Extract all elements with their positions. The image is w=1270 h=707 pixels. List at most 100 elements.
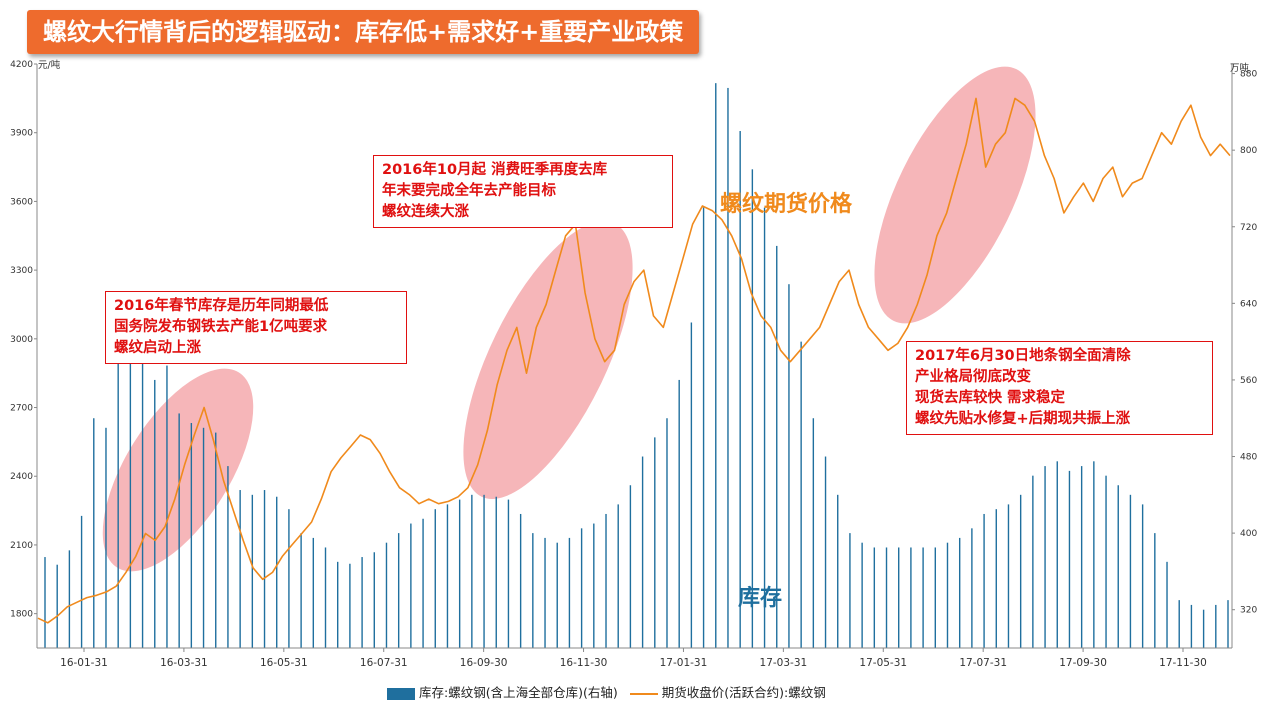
inventory-bar	[788, 284, 790, 648]
inventory-bar	[483, 494, 485, 648]
inventory-bar	[849, 533, 851, 648]
inventory-bar	[824, 456, 827, 648]
x-tick-label: 16-01-31	[60, 657, 108, 669]
y-left-tick-label: 3900	[10, 129, 33, 139]
x-tick-label: 16-03-31	[160, 657, 208, 669]
inventory-bar	[312, 537, 315, 648]
inventory-bar	[568, 537, 571, 648]
inventory-bar	[873, 547, 876, 648]
inventory-bar	[617, 504, 619, 648]
inventory-bar	[1166, 561, 1168, 648]
inventory-bar	[1215, 604, 1217, 648]
inventory-bar	[922, 547, 924, 648]
callout-3-line-1: 2017年6月30日地条钢全面清除	[915, 348, 1131, 364]
inventory-bar	[983, 513, 985, 648]
y-right-tick-label: 400	[1240, 529, 1257, 539]
inventory-bar	[702, 207, 705, 648]
inventory-bar	[532, 533, 534, 648]
x-tick-label: 16-09-30	[460, 657, 508, 669]
y-left-unit: 元/吨	[38, 59, 61, 71]
inventory-bar	[495, 496, 497, 648]
inventory-bar	[1080, 466, 1083, 648]
y-left-tick-label: 4200	[10, 60, 33, 70]
inventory-bar	[861, 542, 863, 648]
inventory-bar	[215, 432, 217, 648]
page-title: 螺纹大行情背后的逻辑驱动：库存低+需求好+重要产业政策	[27, 10, 700, 54]
inventory-bar	[507, 499, 510, 648]
inventory-bar	[971, 528, 973, 648]
legend-bar-swatch	[387, 687, 415, 700]
callout-2-line-3: 螺纹连续大涨	[382, 204, 469, 220]
inventory-bar	[251, 494, 254, 648]
x-tick-label: 17-01-31	[660, 657, 708, 669]
callout-2016-october: 2016年10月起 消费旺季再度去库 年末要完成全年去产能目标 螺纹连续大涨	[373, 155, 673, 228]
axes: 1800 2100 2400 2700 3000 3300 3600 3900 4200 元/吨 3…	[10, 59, 1257, 669]
inventory-bar	[934, 547, 936, 648]
inventory-bar	[385, 542, 388, 648]
callout-2017-june: 2017年6月30日地条钢全面清除 产业格局彻底改变 现货去库较快 需求稳定 螺…	[906, 341, 1213, 435]
callout-1-line-2: 国务院发布钢铁去产能1亿吨要求	[114, 319, 328, 335]
inventory-bar	[105, 427, 107, 648]
inventory-bar	[812, 418, 815, 648]
inventory-bar	[141, 351, 144, 648]
y-left-tick-label: 2100	[10, 541, 33, 551]
y-left-tick-label: 3000	[10, 335, 33, 345]
highlight-2016-october	[463, 221, 633, 499]
inventory-bar	[946, 542, 949, 648]
inventory-bar	[751, 169, 754, 649]
inventory-bar	[239, 490, 241, 648]
y-left-tick-label: 1800	[10, 610, 33, 620]
inventory-bar	[117, 303, 119, 648]
inventory-bar	[580, 528, 583, 648]
callout-2-line-2: 年末要完成全年去产能目标	[382, 183, 556, 199]
inventory-bar	[178, 413, 180, 648]
inventory-bar	[263, 490, 266, 648]
inventory-bar	[544, 537, 546, 648]
inventory-bar	[958, 537, 961, 648]
inventory-bar	[556, 542, 558, 648]
callout-3-line-3: 现货去库较快 需求稳定	[915, 390, 1066, 406]
inventory-bar	[458, 499, 461, 648]
inventory-bar	[1154, 533, 1156, 648]
inventory-series-label: 库存	[738, 586, 783, 611]
inventory-bar	[1105, 475, 1107, 648]
inventory-bar	[1056, 461, 1058, 648]
inventory-bar	[361, 557, 363, 648]
y-right-tick-label: 560	[1240, 376, 1257, 386]
legend-line-swatch	[629, 692, 658, 695]
inventory-bar	[166, 365, 168, 648]
callout-1-line-1: 2016年春节库存是历年同期最低	[114, 298, 329, 314]
inventory-bar	[1068, 470, 1071, 648]
inventory-bar	[373, 552, 375, 648]
inventory-bar	[1190, 604, 1193, 648]
y-right-tick-label: 480	[1240, 453, 1257, 463]
callout-3-line-4: 螺纹先贴水修复+后期现共振上涨	[915, 411, 1131, 427]
inventory-bar	[154, 379, 156, 648]
inventory-bar	[898, 547, 900, 648]
inventory-bar	[776, 245, 778, 648]
inventory-bar	[68, 550, 71, 648]
inventory-bar	[605, 513, 607, 648]
price-series-label: 螺纹期货价格	[720, 192, 853, 217]
callout-2-line-1: 2016年10月起 消费旺季再度去库	[382, 162, 608, 178]
y-right-tick-label: 800	[1240, 146, 1257, 156]
inventory-bar	[837, 494, 839, 648]
inventory-bar	[337, 561, 339, 648]
highlight-ellipses	[102, 66, 1036, 572]
inventory-bar	[641, 456, 644, 648]
inventory-bar	[80, 515, 83, 648]
price-line-path	[37, 97, 1231, 624]
inventory-bar	[739, 131, 741, 649]
inventory-bar	[471, 494, 473, 648]
y-left-tick-label: 2700	[10, 404, 33, 414]
callout-3-line-2: 产业格局彻底改变	[915, 369, 1031, 385]
x-tick-label: 17-09-30	[1059, 657, 1107, 669]
y-left-tick-label: 3600	[10, 197, 33, 207]
inventory-bar	[410, 523, 412, 648]
x-tick-label: 16-07-31	[360, 657, 408, 669]
inventory-bar	[763, 207, 766, 648]
x-tick-label: 16-11-30	[560, 657, 608, 669]
inventory-bar	[690, 322, 693, 648]
price-line	[37, 97, 1231, 624]
